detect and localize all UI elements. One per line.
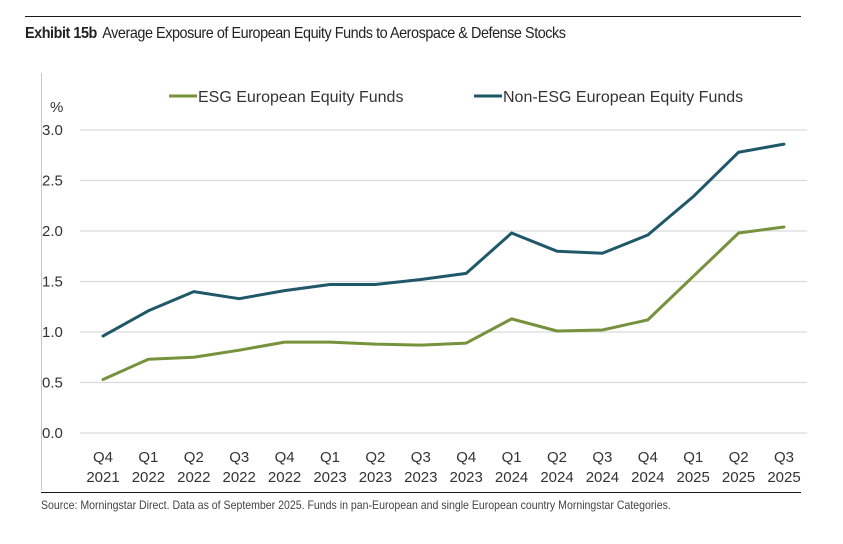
x-tick-label-quarter: Q1 [502,449,522,466]
series-lines [101,142,786,381]
series-line-esg [101,225,786,381]
x-tick-label-year: 2022 [223,469,256,486]
x-tick-label-quarter: Q2 [184,449,204,466]
gridlines [80,129,807,434]
y-tick-label: 3.0 [42,122,63,139]
x-tick-label-quarter: Q2 [365,449,385,466]
x-tick-label-quarter: Q1 [683,449,703,466]
exhibit-label: Exhibit 15b [25,25,97,42]
x-tick-label-year: 2023 [359,469,392,486]
x-tick-label-quarter: Q2 [547,449,567,466]
left-rule [41,73,42,490]
y-tick-label: 0.5 [42,375,63,392]
y-axis-unit-label: % [50,99,63,116]
source-note: Source: Morningstar Direct. Data as of S… [41,498,671,512]
x-tick-label-year: 2025 [722,469,755,486]
y-tick-label: 1.5 [42,274,63,291]
y-tick-label: 2.5 [42,173,63,190]
y-tick-label: 1.0 [42,324,63,341]
x-tick-label-year: 2025 [677,469,710,486]
x-tick-label-quarter: Q4 [275,449,295,466]
y-tick-label: 2.0 [42,223,63,240]
x-tick-labels: Q4 2021 Q1 2022 Q2 2022 Q3 2022 Q4 2022 Q1 2023 Q2 20… [86,449,800,486]
x-tick-label-year: 2024 [495,469,528,486]
x-tick-label-year: 2023 [404,469,437,486]
y-tick-label: 0.0 [42,425,63,442]
x-tick-label-quarter: Q1 [138,449,158,466]
x-tick-label-year: 2024 [631,469,664,486]
legend-label: ESG European Equity Funds [198,89,403,106]
chart-title: Exhibit 15b Average Exposure of European … [25,25,566,43]
top-rule [25,16,801,17]
x-tick-label-year: 2024 [586,469,619,486]
series-line-non-esg [101,142,786,338]
x-tick-label-year: 2022 [268,469,301,486]
legend: ESG European Equity Funds Non-ESG Europea… [169,89,743,106]
y-tick-labels: 0.0 0.5 1.0 1.5 2.0 2.5 3.0 [42,122,63,442]
x-tick-label-quarter: Q1 [320,449,340,466]
bottom-rule [41,492,801,493]
title-text: Average Exposure of European Equity Fund… [102,25,566,42]
x-tick-label-year: 2022 [132,469,165,486]
x-tick-label-quarter: Q3 [774,449,794,466]
x-tick-label-quarter: Q4 [638,449,658,466]
x-tick-label-quarter: Q2 [729,449,749,466]
x-tick-label-year: 2023 [313,469,346,486]
x-tick-label-year: 2024 [540,469,573,486]
x-tick-label-quarter: Q3 [592,449,612,466]
x-tick-label-year: 2022 [177,469,210,486]
x-tick-label-year: 2025 [767,469,800,486]
x-tick-label-year: 2023 [450,469,483,486]
x-tick-label-quarter: Q3 [411,449,431,466]
x-tick-label-quarter: Q4 [93,449,113,466]
legend-label: Non-ESG European Equity Funds [503,89,743,106]
x-tick-label-quarter: Q3 [229,449,249,466]
x-tick-label-year: 2021 [86,469,119,486]
x-tick-label-quarter: Q4 [456,449,476,466]
